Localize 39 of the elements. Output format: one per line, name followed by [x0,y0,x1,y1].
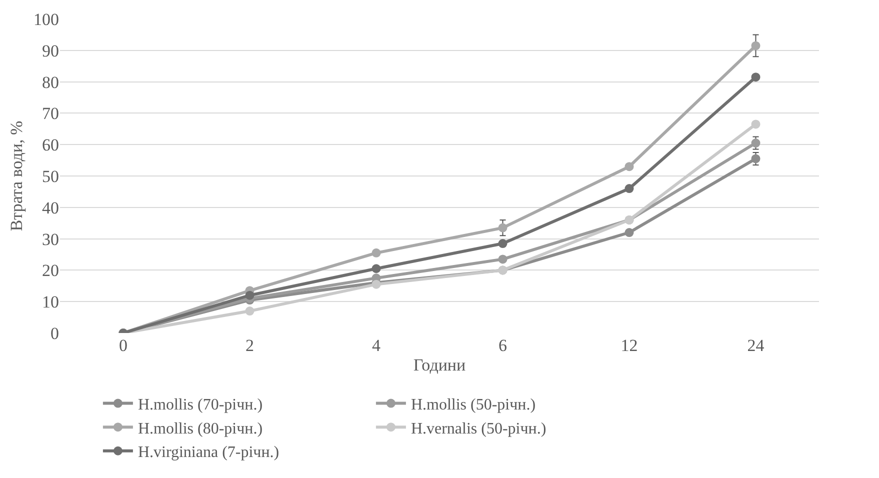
y-tick-label: 20 [42,261,59,280]
legend-label: H.mollis (70-річн.) [138,396,263,414]
x-tick-label: 2 [246,336,254,355]
y-tick-label: 100 [34,10,59,29]
point [245,290,254,300]
point [751,120,760,129]
point [751,41,760,50]
y-tick-label: 40 [42,198,59,218]
point [751,154,760,164]
point [624,184,634,194]
x-tick-label: 12 [620,336,638,355]
y-tick-label: 30 [42,230,59,249]
x-axis-title: Години [413,355,466,374]
legend-label: H.vernalis (50-річн.) [410,420,546,438]
x-tick-label: 24 [747,336,765,355]
point [751,72,760,82]
legend-label: H.mollis (50-річн.) [410,396,536,414]
y-tick-label: 60 [42,136,59,155]
y-tick-label: 50 [42,166,59,186]
y-axis-title: Втрата води, % [7,120,26,232]
legend-label: H.virginiana (7-річн.) [138,444,280,462]
x-tick-label: 0 [119,336,128,355]
point [498,254,508,264]
point [372,248,381,258]
legend-label: H.mollis (80-річн.) [138,420,263,438]
x-tick-label: 6 [498,336,507,355]
y-tick-label: 0 [50,324,59,343]
y-tick-label: 90 [42,41,59,60]
point [624,228,634,238]
y-tick-label: 10 [42,292,59,312]
point [624,162,634,172]
x-tick-label: 4 [372,336,381,355]
point [245,306,254,316]
point [751,138,760,148]
y-tick-label: 70 [42,104,59,124]
y-tick-label: 80 [42,72,59,92]
point [498,223,508,232]
point [372,264,381,274]
point [498,239,508,248]
